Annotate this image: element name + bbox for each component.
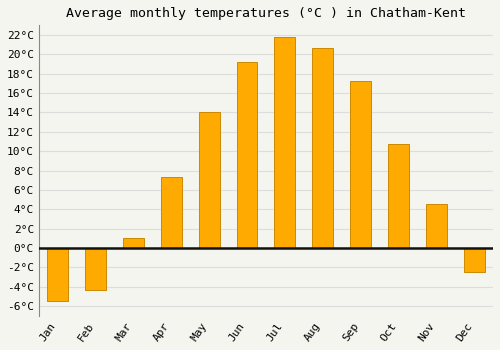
- Bar: [236, 62, 258, 248]
- Bar: [123, 238, 144, 248]
- Bar: [426, 203, 446, 248]
- Bar: [198, 112, 220, 248]
- Bar: [350, 82, 371, 248]
- Bar: [274, 37, 295, 248]
- Title: Average monthly temperatures (°C ) in Chatham-Kent: Average monthly temperatures (°C ) in Ch…: [66, 7, 466, 20]
- Bar: [388, 145, 409, 248]
- Bar: [48, 248, 68, 301]
- Bar: [85, 248, 106, 290]
- Bar: [464, 248, 484, 272]
- Bar: [312, 48, 333, 248]
- Bar: [161, 177, 182, 248]
